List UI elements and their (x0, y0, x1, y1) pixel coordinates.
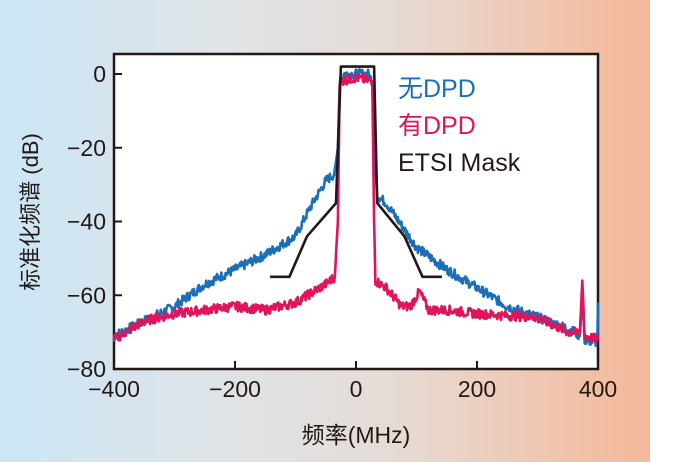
x-tick-label: 0 (350, 376, 363, 402)
y-tick-label: −40 (67, 209, 106, 235)
x-tick-label: 400 (579, 376, 617, 402)
y-tick-label: −60 (67, 282, 106, 308)
legend-entry-1: 有DPD (398, 112, 476, 140)
y-axis-label: 标准化频谱 (dB) (18, 133, 43, 291)
x-tick-label: 200 (458, 376, 496, 402)
y-tick-label: 0 (93, 61, 106, 87)
legend-entry-0: 无DPD (398, 75, 476, 103)
y-tick-label: −80 (67, 356, 106, 382)
x-axis-label: 频率(MHz) (302, 422, 411, 448)
series-line-2 (270, 65, 442, 279)
x-tick-label: −400 (88, 376, 140, 402)
series-line-1 (112, 72, 600, 344)
y-tick-label: −20 (67, 135, 106, 161)
series-line-0 (112, 68, 600, 348)
legend-entry-2: ETSI Mask (398, 149, 521, 177)
x-tick-label: −200 (209, 376, 261, 402)
